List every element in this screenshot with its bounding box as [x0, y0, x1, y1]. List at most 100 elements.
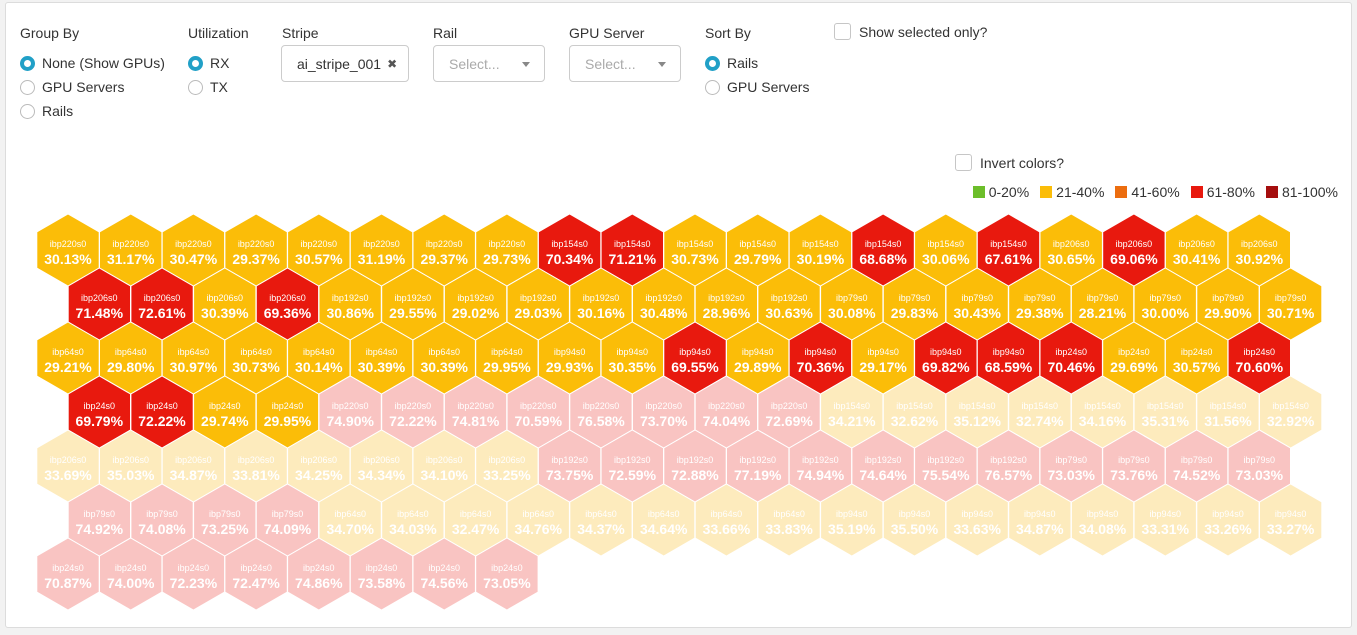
hex-cell-ibp206s0[interactable]: ibp206s0 34.87%: [161, 429, 226, 503]
hex-cell-ibp154s0[interactable]: ibp154s0 34.16%: [1070, 375, 1135, 449]
hex-cell-ibp220s0[interactable]: ibp220s0 74.90%: [318, 375, 382, 449]
hex-cell-ibp220s0[interactable]: ibp220s0 70.59%: [506, 375, 570, 449]
invert-colors-toggle[interactable]: Invert colors?: [955, 154, 1064, 171]
hex-cell-ibp24s0[interactable]: ibp24s0 70.46%: [1039, 321, 1103, 395]
radio-selected-icon[interactable]: [705, 55, 720, 71]
hex-cell-ibp24s0[interactable]: ibp24s0 73.05%: [475, 537, 539, 611]
hex-cell-ibp79s0[interactable]: ibp79s0 30.00%: [1133, 267, 1197, 341]
close-icon[interactable]: ✖: [387, 56, 398, 71]
utilization-option-rx[interactable]: RX: [188, 51, 249, 75]
radio-selected-icon[interactable]: [20, 55, 35, 71]
radio-icon[interactable]: [20, 103, 35, 119]
hex-cell-ibp24s0[interactable]: ibp24s0 74.56%: [412, 537, 476, 611]
hex-cell-ibp64s0[interactable]: ibp64s0 30.73%: [224, 321, 288, 395]
hex-cell-ibp79s0[interactable]: ibp79s0 29.90%: [1196, 267, 1260, 341]
hex-shape[interactable]: [1259, 483, 1323, 557]
hex-cell-ibp192s0[interactable]: ibp192s0 75.54%: [914, 429, 978, 503]
hex-cell-ibp94s0[interactable]: ibp94s0 33.26%: [1196, 483, 1260, 557]
hex-cell-ibp220s0[interactable]: ibp220s0 72.22%: [381, 375, 445, 449]
hex-cell-ibp24s0[interactable]: ibp24s0 29.95%: [255, 375, 320, 449]
hex-cell-ibp79s0[interactable]: ibp79s0 73.76%: [1102, 429, 1166, 503]
radio-selected-icon[interactable]: [188, 55, 203, 71]
hex-cell-ibp206s0[interactable]: ibp206s0 69.06%: [1102, 213, 1166, 287]
hex-cell-ibp206s0[interactable]: ibp206s0 33.69%: [36, 429, 100, 503]
hex-cell-ibp24s0[interactable]: ibp24s0 69.79%: [67, 375, 131, 449]
hex-cell-ibp79s0[interactable]: ibp79s0 74.09%: [255, 483, 320, 557]
group-by-option-none[interactable]: None (Show GPUs): [20, 51, 165, 75]
hex-cell-ibp64s0[interactable]: ibp64s0 33.66%: [694, 483, 758, 557]
hex-cell-ibp154s0[interactable]: ibp154s0 67.61%: [976, 213, 1041, 287]
radio-icon[interactable]: [705, 79, 720, 95]
hex-cell-ibp206s0[interactable]: ibp206s0 34.25%: [287, 429, 351, 503]
hex-cell-ibp192s0[interactable]: ibp192s0 29.03%: [506, 267, 570, 341]
hex-cell-ibp154s0[interactable]: ibp154s0 30.19%: [788, 213, 853, 287]
hex-cell-ibp220s0[interactable]: ibp220s0 73.70%: [632, 375, 696, 449]
hex-cell-ibp64s0[interactable]: ibp64s0 34.37%: [569, 483, 633, 557]
hex-cell-ibp79s0[interactable]: ibp79s0 73.03%: [1227, 429, 1291, 503]
hex-cell-ibp220s0[interactable]: ibp220s0 31.19%: [349, 213, 414, 287]
hex-cell-ibp154s0[interactable]: ibp154s0 32.92%: [1259, 375, 1323, 449]
hex-cell-ibp206s0[interactable]: ibp206s0 30.92%: [1227, 213, 1291, 287]
hex-cell-ibp192s0[interactable]: ibp192s0 74.94%: [788, 429, 853, 503]
hex-shape[interactable]: [475, 537, 539, 611]
hex-cell-ibp94s0[interactable]: ibp94s0 69.55%: [663, 321, 727, 395]
hex-cell-ibp192s0[interactable]: ibp192s0 74.64%: [851, 429, 915, 503]
hex-cell-ibp94s0[interactable]: ibp94s0 70.36%: [788, 321, 853, 395]
rail-select[interactable]: Select...: [433, 45, 545, 82]
group-by-option-gpu-servers[interactable]: GPU Servers: [20, 75, 165, 99]
hex-cell-ibp24s0[interactable]: ibp24s0 72.23%: [161, 537, 226, 611]
hex-cell-ibp220s0[interactable]: ibp220s0 30.13%: [36, 213, 100, 287]
hex-cell-ibp154s0[interactable]: ibp154s0 32.62%: [882, 375, 947, 449]
sort-by-option-rails[interactable]: Rails: [705, 51, 809, 75]
radio-icon[interactable]: [20, 79, 35, 95]
hex-cell-ibp24s0[interactable]: ibp24s0 73.58%: [349, 537, 414, 611]
hex-cell-ibp206s0[interactable]: ibp206s0 34.10%: [412, 429, 476, 503]
hex-cell-ibp220s0[interactable]: ibp220s0 29.37%: [412, 213, 476, 287]
hex-cell-ibp220s0[interactable]: ibp220s0 74.81%: [443, 375, 508, 449]
hex-cell-ibp206s0[interactable]: ibp206s0 34.34%: [349, 429, 414, 503]
hex-cell-ibp220s0[interactable]: ibp220s0 74.04%: [694, 375, 758, 449]
hex-cell-ibp64s0[interactable]: ibp64s0 30.39%: [412, 321, 476, 395]
hex-cell-ibp192s0[interactable]: ibp192s0 77.19%: [726, 429, 790, 503]
radio-icon[interactable]: [188, 79, 203, 95]
checkbox-icon[interactable]: [834, 23, 851, 40]
hex-cell-ibp94s0[interactable]: ibp94s0 35.19%: [820, 483, 884, 557]
hex-cell-ibp220s0[interactable]: ibp220s0 76.58%: [569, 375, 633, 449]
hex-cell-ibp206s0[interactable]: ibp206s0 33.81%: [224, 429, 288, 503]
utilization-option-tx[interactable]: TX: [188, 75, 249, 99]
hex-cell-ibp24s0[interactable]: ibp24s0 29.69%: [1102, 321, 1166, 395]
hex-cell-ibp154s0[interactable]: ibp154s0 31.56%: [1196, 375, 1260, 449]
hex-cell-ibp154s0[interactable]: ibp154s0 71.21%: [600, 213, 664, 287]
hex-cell-ibp24s0[interactable]: ibp24s0 74.86%: [287, 537, 351, 611]
hex-cell-ibp192s0[interactable]: ibp192s0 30.48%: [632, 267, 696, 341]
hex-cell-ibp94s0[interactable]: ibp94s0 33.31%: [1133, 483, 1197, 557]
hex-cell-ibp192s0[interactable]: ibp192s0 30.86%: [318, 267, 382, 341]
hex-cell-ibp79s0[interactable]: ibp79s0 29.38%: [1008, 267, 1072, 341]
hex-cell-ibp154s0[interactable]: ibp154s0 30.06%: [914, 213, 978, 287]
hex-cell-ibp79s0[interactable]: ibp79s0 28.21%: [1070, 267, 1135, 341]
gpu-server-select[interactable]: Select...: [569, 45, 681, 82]
hex-cell-ibp94s0[interactable]: ibp94s0 29.17%: [851, 321, 915, 395]
hex-cell-ibp154s0[interactable]: ibp154s0 34.21%: [820, 375, 884, 449]
stripe-select[interactable]: ai_stripe_001 ✖: [281, 45, 409, 82]
hex-cell-ibp24s0[interactable]: ibp24s0 30.57%: [1164, 321, 1229, 395]
hex-cell-ibp192s0[interactable]: ibp192s0 29.55%: [381, 267, 445, 341]
hex-cell-ibp192s0[interactable]: ibp192s0 30.63%: [757, 267, 821, 341]
hex-cell-ibp64s0[interactable]: ibp64s0 34.03%: [381, 483, 445, 557]
hex-cell-ibp94s0[interactable]: ibp94s0 33.27%: [1259, 483, 1323, 557]
hex-cell-ibp64s0[interactable]: ibp64s0 33.83%: [757, 483, 821, 557]
hex-cell-ibp94s0[interactable]: ibp94s0 68.59%: [976, 321, 1041, 395]
hex-cell-ibp154s0[interactable]: ibp154s0 29.79%: [726, 213, 790, 287]
hex-cell-ibp206s0[interactable]: ibp206s0 30.39%: [193, 267, 257, 341]
hex-cell-ibp94s0[interactable]: ibp94s0 35.50%: [882, 483, 947, 557]
hex-cell-ibp206s0[interactable]: ibp206s0 69.36%: [255, 267, 320, 341]
group-by-option-rails[interactable]: Rails: [20, 99, 165, 123]
hex-cell-ibp220s0[interactable]: ibp220s0 31.17%: [99, 213, 163, 287]
hex-cell-ibp24s0[interactable]: ibp24s0 72.47%: [224, 537, 288, 611]
sort-by-option-gpu-servers[interactable]: GPU Servers: [705, 75, 809, 99]
hex-cell-ibp79s0[interactable]: ibp79s0 30.43%: [945, 267, 1009, 341]
show-selected-only-toggle[interactable]: Show selected only?: [834, 23, 987, 40]
hex-cell-ibp79s0[interactable]: ibp79s0 74.92%: [67, 483, 131, 557]
hex-cell-ibp64s0[interactable]: ibp64s0 29.80%: [99, 321, 163, 395]
checkbox-icon[interactable]: [955, 154, 972, 171]
